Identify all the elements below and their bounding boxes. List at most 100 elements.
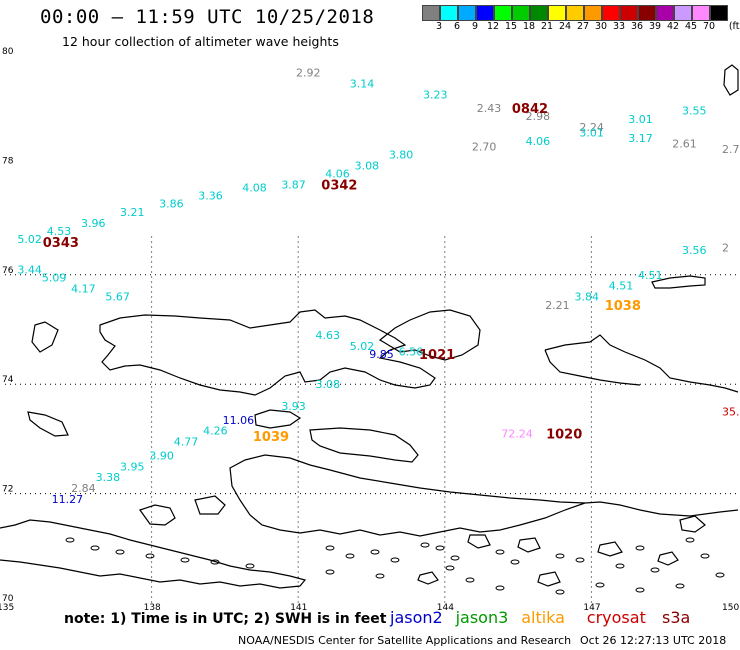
swh-label: 3.36 [198,189,223,202]
scale-swatch [494,5,512,21]
scale-swatch [674,5,692,21]
scale-swatch [620,5,638,21]
scale-swatch [476,5,494,21]
island-dot [375,573,385,579]
island-dot [450,555,460,561]
swh-label: 6.56 [399,345,424,358]
scale-swatch [512,5,530,21]
swh-label: 2.98 [526,110,551,123]
scale-label: 36 [630,21,644,32]
swh-label: 4.06 [526,135,551,148]
scale-label: 45 [684,21,698,32]
scale-label: 70 [702,21,716,32]
swh-label: 3.93 [281,400,306,413]
swh-label: 3.55 [682,105,707,118]
swh-label: 2.70 [472,140,497,153]
scale-label: 9 [471,21,479,32]
island-dot [615,563,625,569]
lon-tick-label: 141 [290,603,307,613]
island-dot [90,545,100,551]
island-dot [675,583,685,589]
lat-tick-label: 76 [2,266,14,276]
island-dot [115,549,125,555]
swh-label: 3.44 [17,263,42,276]
island-dot [370,549,380,555]
swh-label: 3.23 [423,88,448,101]
time-label: 0343 [43,236,79,251]
island-dot [575,557,585,563]
island-dot [325,569,335,575]
swh-label: 3.08 [355,159,380,172]
island-dot [435,545,445,551]
island-dot [595,582,605,588]
time-label: 1038 [605,299,641,314]
swh-label: 4.53 [47,225,72,238]
island-dot [495,549,505,555]
swh-label: 4.51 [638,269,663,282]
swh-label: 72.24 [501,427,533,440]
lat-tick-label: 74 [2,375,14,385]
swh-label: 3.08 [316,378,341,391]
swh-label: 5.02 [350,340,375,353]
footer-credit: NOAA/NESDIS Center for Satellite Applica… [238,634,572,647]
swh-label: 9.85 [369,348,394,361]
lat-tick-label: 70 [2,594,14,604]
scale-label: 18 [522,21,536,32]
pass-time-labels: 0842 0342 0343 1038 1021 1039 1020 [43,102,641,445]
satellite-jason2: jason2 [390,608,443,627]
swh-label: 3.80 [389,148,414,161]
scale-unit: (ft) [728,21,740,32]
scale-swatch [710,5,728,21]
satellite-cryosat: cryosat [586,608,646,627]
swh-label: 3.84 [575,291,600,304]
island-dot [510,559,520,565]
island-dot [635,545,645,551]
swh-label: 4.77 [174,436,199,449]
swh-label: 4.08 [242,181,267,194]
coast-island-dots [65,537,725,595]
lat-tick-label: 78 [2,156,14,166]
scale-label: 42 [666,21,680,32]
island-dot [700,553,710,559]
scale-label: 3 [435,21,443,32]
island-dot [555,553,565,559]
time-label: 0342 [321,179,357,194]
time-label: 1020 [546,427,582,442]
swh-label: 2.24 [579,121,604,134]
scale-swatch [458,5,476,21]
scale-swatch [566,5,584,21]
footer-timestamp: Oct 26 12:27:13 UTC 2018 [580,634,727,647]
island-dot [635,587,645,593]
scale-label: 6 [453,21,461,32]
swh-label: 3.86 [159,198,184,211]
lat-tick-label: 72 [2,485,13,495]
island-dot [245,563,255,569]
island-dot [420,542,430,548]
scale-swatch [584,5,602,21]
page-subtitle: 12 hour collection of altimeter wave hei… [62,34,339,49]
island-dot [210,559,220,565]
axis-labels: 70 72 74 76 78 80 135 138 141 144 147 150 [0,47,739,613]
swh-label: 3.56 [682,244,707,257]
island-dot [685,537,695,543]
swh-label: 4.06 [325,168,350,181]
satellite-jason3: jason3 [455,608,509,627]
swh-label: 5.02 [17,233,42,246]
page-title: 00:00 — 11:59 UTC 10/25/2018 [40,6,375,28]
time-label: 1039 [253,430,289,445]
scale-label: 27 [576,21,590,32]
swh-label: 3.38 [96,471,121,484]
island-dot [65,537,75,543]
scale-label: 33 [612,21,626,32]
swh-label: 3.01 [628,113,653,126]
scale-swatch [692,5,710,21]
island-dot [325,545,335,551]
swh-label: 3.90 [149,449,174,462]
scale-swatch [638,5,656,21]
time-label: 0842 [512,102,548,117]
lon-tick-label: 144 [437,603,454,613]
swh-label: 35. [722,406,740,419]
island-dot [345,553,355,559]
swh-label: 2.43 [477,102,502,115]
